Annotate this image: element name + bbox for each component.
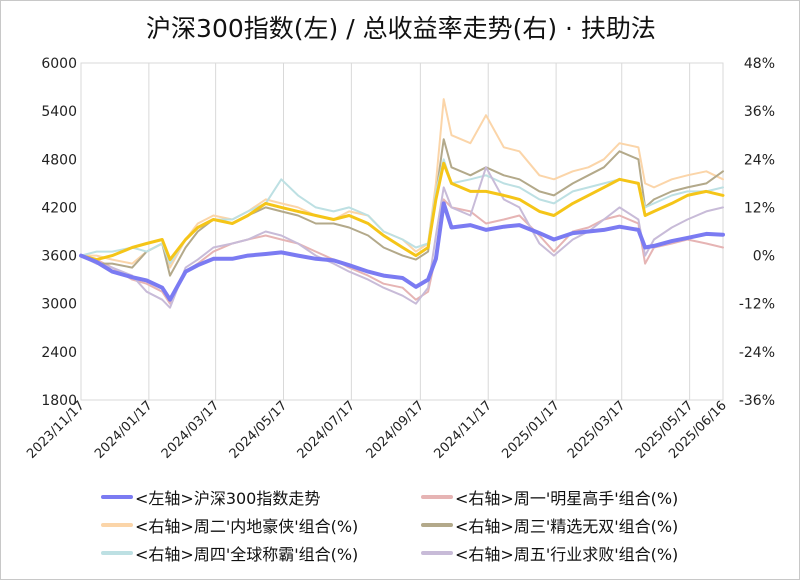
legend-label: <左轴>沪深300指数走势 <box>135 489 321 508</box>
legend-label: <右轴>周五'行业求败'组合(%) <box>455 545 679 564</box>
x-tick-label: 2024/01/17 <box>92 398 156 462</box>
series-lines <box>79 98 725 309</box>
chart-title: 沪深300指数(左) / 总收益率走势(右) · 扶助法 <box>146 14 656 43</box>
legend-label: <右轴>周四'全球称霸'组合(%) <box>135 545 359 564</box>
legend-swatch <box>421 551 453 555</box>
left-axis-ticks: 1800 2400 3000 3600 4200 4800 5400 6000 <box>41 56 77 409</box>
plot-area <box>80 62 724 401</box>
left-tick-label: 2400 <box>41 345 77 361</box>
legend-swatch <box>101 551 133 555</box>
legend-swatch <box>101 523 133 527</box>
series-line <box>80 166 724 309</box>
x-tick-label: 2024/03/17 <box>159 398 223 462</box>
x-tick-label: 2024/05/17 <box>227 398 291 462</box>
legend-item: <左轴>沪深300指数走势 <box>101 485 320 509</box>
legend-label: <右轴>周一'明星高手'组合(%) <box>455 489 679 508</box>
legend-swatch <box>101 495 133 499</box>
legend-item: <右轴>周四'全球称霸'组合(%) <box>101 541 358 565</box>
left-tick-label: 3000 <box>41 297 77 313</box>
right-tick-label: 36% <box>744 104 775 120</box>
legend-item: <右轴>周五'行业求败'组合(%) <box>421 541 678 565</box>
right-tick-label: 24% <box>744 152 775 168</box>
grid-lines <box>80 62 724 401</box>
legend-item: <右轴>周三'精选无双'组合(%) <box>421 513 678 537</box>
legend: <左轴>沪深300指数走势 <右轴>周一'明星高手'组合(%) <右轴>周二'内… <box>91 485 791 575</box>
series-line <box>79 161 725 262</box>
legend-label: <右轴>周三'精选无双'组合(%) <box>455 517 679 536</box>
legend-item: <右轴>周一'明星高手'组合(%) <box>421 485 678 509</box>
left-tick-label: 5400 <box>41 104 77 120</box>
left-tick-label: 4200 <box>41 200 77 216</box>
legend-label: <右轴>周二'内地豪侠'组合(%) <box>135 517 359 536</box>
series-line <box>80 138 724 277</box>
series-line <box>80 98 724 269</box>
x-tick-label: 2025/01/17 <box>499 398 563 462</box>
right-tick-label: 48% <box>744 56 775 72</box>
left-tick-label: 6000 <box>41 56 77 72</box>
legend-swatch <box>421 523 453 527</box>
right-tick-label: -24% <box>739 345 775 361</box>
legend-swatch <box>421 495 453 499</box>
x-tick-label: 2024/07/17 <box>295 398 359 462</box>
left-tick-label: 1800 <box>41 393 77 409</box>
right-tick-label: -36% <box>739 393 775 409</box>
right-tick-label: 12% <box>744 200 775 216</box>
x-tick-label: 2024/11/17 <box>431 398 495 462</box>
x-tick-label: 2024/09/17 <box>364 398 428 462</box>
right-tick-label: -12% <box>739 297 775 313</box>
x-tick-label: 2025/03/17 <box>565 398 629 462</box>
left-tick-label: 3600 <box>41 249 77 265</box>
x-axis-ticks: 2023/11/17 2024/01/17 2024/03/17 2024/05/17… <box>24 398 730 462</box>
legend-item: <右轴>周二'内地豪侠'组合(%) <box>101 513 358 537</box>
right-axis-ticks: 48% 36% 24% 12% 0% -12% -24% -36% <box>739 56 775 409</box>
series-line <box>79 201 725 302</box>
right-tick-label: 0% <box>753 249 775 265</box>
left-tick-label: 4800 <box>41 152 77 168</box>
